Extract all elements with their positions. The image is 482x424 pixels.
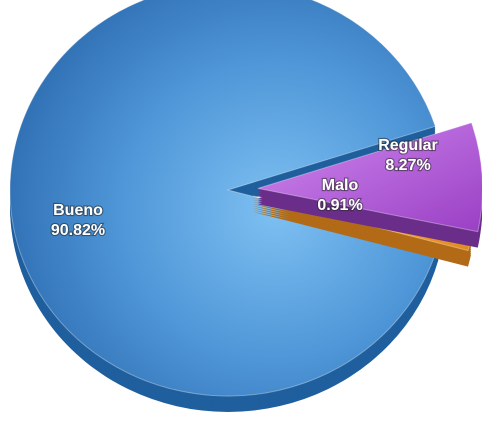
slice-value-bueno: 90.82% <box>51 222 105 239</box>
pie-slice-top <box>9 0 440 397</box>
pie-slice-top <box>257 122 482 233</box>
slices-layer <box>9 0 482 412</box>
pie-slice-bueno <box>9 0 440 412</box>
labels-layer: Bueno 90.82% Regular 8.27% Malo 0.91% <box>50 136 439 240</box>
pie-slice-side <box>253 202 471 257</box>
pie-slice-side <box>253 212 471 267</box>
slice-value-regular: 8.27% <box>385 157 430 174</box>
pie-slice-regular <box>257 122 482 248</box>
slice-value-malo: 0.91% <box>317 197 362 214</box>
slice-label-bueno: Bueno <box>53 202 103 219</box>
pie-slice-side <box>253 210 471 265</box>
slice-label-regular: Regular <box>378 137 438 154</box>
pie-slice-side <box>253 208 471 263</box>
pie-slice-side <box>253 206 471 261</box>
pie-slice-side <box>253 204 471 259</box>
slice-label-malo: Malo <box>322 177 359 194</box>
